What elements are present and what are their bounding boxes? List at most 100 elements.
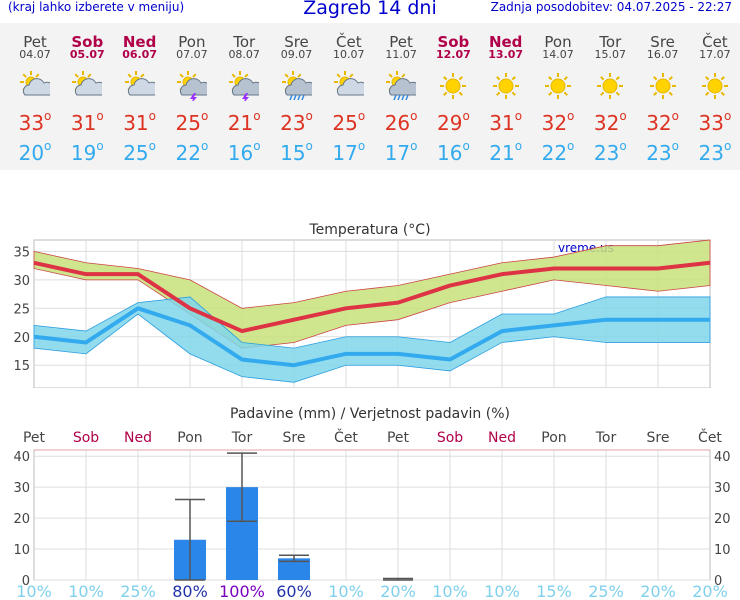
temp-min: 17o xyxy=(332,139,366,165)
temp-max: 31o xyxy=(70,109,104,135)
probability-label: 25% xyxy=(120,582,156,600)
sun-icon xyxy=(701,73,728,99)
location-hint: (kraj lahko izberete v meniju) xyxy=(8,0,185,14)
probability-label: 60% xyxy=(276,582,312,600)
day-date: 11.07 xyxy=(385,48,417,61)
day-date: 06.07 xyxy=(122,48,157,61)
day-column: Čet 17.07 33o 23o xyxy=(689,23,740,170)
y-tick-label: 20 xyxy=(13,512,30,527)
y-tick-label: 30 xyxy=(13,481,30,496)
temp-min: 22o xyxy=(541,139,575,165)
partly-cloudy-icon xyxy=(333,71,364,96)
day-date: 07.07 xyxy=(176,48,208,61)
temp-max: 25o xyxy=(332,109,366,135)
y-tick-label-right: 20 xyxy=(714,512,731,527)
temp-max: 23o xyxy=(280,109,313,135)
day-name: Ned xyxy=(488,33,523,51)
temp-max: 25o xyxy=(175,109,209,135)
day-date: 13.07 xyxy=(488,48,524,61)
probability-label: 20% xyxy=(640,582,676,600)
day-column: Tor 15.07 32o 23o xyxy=(584,23,636,170)
temp-min: 15o xyxy=(280,139,313,165)
temp-min: 17o xyxy=(384,139,418,165)
day-column: Pon 14.07 32o 22o xyxy=(532,23,584,170)
day-date: 17.07 xyxy=(699,48,731,61)
day-column: Pet 04.07 33o 20o xyxy=(9,23,61,170)
series-line-max xyxy=(33,260,711,334)
probability-label: 100% xyxy=(219,582,265,600)
x-tick-label: Pon xyxy=(541,430,566,446)
day-name: Tor xyxy=(233,33,256,51)
day-column: Pet 11.07 26o 17o xyxy=(375,23,427,170)
sun-icon xyxy=(545,73,571,99)
sun-rain-icon xyxy=(281,71,312,101)
probability-label: 10% xyxy=(68,582,104,600)
temp-min: 25o xyxy=(123,139,156,165)
sun-icon xyxy=(597,73,624,99)
day-date: 05.07 xyxy=(69,48,105,61)
y-tick-label: 0 xyxy=(22,574,30,589)
day-column: Sob 12.07 29o 16o xyxy=(427,23,479,170)
x-tick-label: Sob xyxy=(437,430,463,446)
day-name: Pon xyxy=(178,33,206,51)
partly-cloudy-icon xyxy=(20,71,50,96)
temp-max: 31o xyxy=(123,109,156,135)
temp-min: 23o xyxy=(698,139,732,165)
probability-label: 10% xyxy=(432,582,468,600)
day-name: Sre xyxy=(650,33,675,51)
x-tick-label: Ned xyxy=(488,430,516,446)
temp-max: 33o xyxy=(698,109,732,135)
temp-max: 26o xyxy=(384,109,418,135)
day-date: 08.07 xyxy=(228,48,260,61)
day-name: Tor xyxy=(599,33,622,51)
y-tick-label: 40 xyxy=(13,450,30,465)
temp-max: 32o xyxy=(593,109,627,135)
day-name: Čet xyxy=(702,33,728,51)
sun-icon xyxy=(492,73,519,99)
probability-label: 10% xyxy=(16,582,52,600)
day-name: Pon xyxy=(544,33,572,51)
page-title: Zagreb 14 dni xyxy=(303,0,437,19)
sun-icon xyxy=(649,73,676,99)
x-tick-label: Sob xyxy=(73,430,99,446)
temp-min: 21o xyxy=(489,139,523,165)
thunderstorm-icon xyxy=(176,71,207,101)
thunderstorm-icon xyxy=(229,71,260,101)
x-tick-label: Tor xyxy=(595,430,617,446)
probability-label: 15% xyxy=(536,582,572,600)
series-band xyxy=(33,296,711,383)
chart-title: Padavine (mm) / Verjetnost padavin (%) xyxy=(230,406,510,422)
probability-label: 80% xyxy=(172,582,208,600)
temp-max: 32o xyxy=(646,109,679,135)
day-date: 15.07 xyxy=(594,48,627,61)
probability-label: 10% xyxy=(484,582,520,600)
y-tick-label-right: 40 xyxy=(714,450,731,465)
day-name: Sre xyxy=(284,33,309,51)
y-tick-label: 10 xyxy=(13,543,30,558)
temp-min: 19o xyxy=(70,139,104,165)
day-column: Ned 13.07 31o 21o xyxy=(480,23,532,170)
day-column: Sre 09.07 23o 15o xyxy=(271,23,323,170)
x-tick-label: Pet xyxy=(23,430,46,446)
precip-bar xyxy=(278,558,310,580)
header: (kraj lahko izberete v meniju) Zagreb 14… xyxy=(0,0,740,22)
temp-max: 33o xyxy=(18,109,52,135)
y-tick-label: 25 xyxy=(13,302,30,317)
temp-min: 23o xyxy=(646,139,679,165)
day-name: Ned xyxy=(122,33,157,51)
day-date: 14.07 xyxy=(542,48,574,61)
probability-label: 20% xyxy=(692,582,728,600)
temp-min: 20o xyxy=(18,139,52,165)
day-name: Čet xyxy=(336,33,362,51)
series-line-min xyxy=(33,306,710,368)
day-date: 10.07 xyxy=(333,48,365,61)
temp-min: 16o xyxy=(227,139,261,165)
precipitation-chart: Padavine (mm) / Verjetnost padavin (%) Pe… xyxy=(13,406,731,600)
temp-min: 22o xyxy=(175,139,209,165)
day-column: Čet 10.07 25o 17o xyxy=(323,23,375,170)
probability-label: 25% xyxy=(588,582,624,600)
temp-min: 16o xyxy=(436,139,470,165)
x-tick-label: Sre xyxy=(647,430,670,446)
day-name: Pet xyxy=(389,33,413,51)
